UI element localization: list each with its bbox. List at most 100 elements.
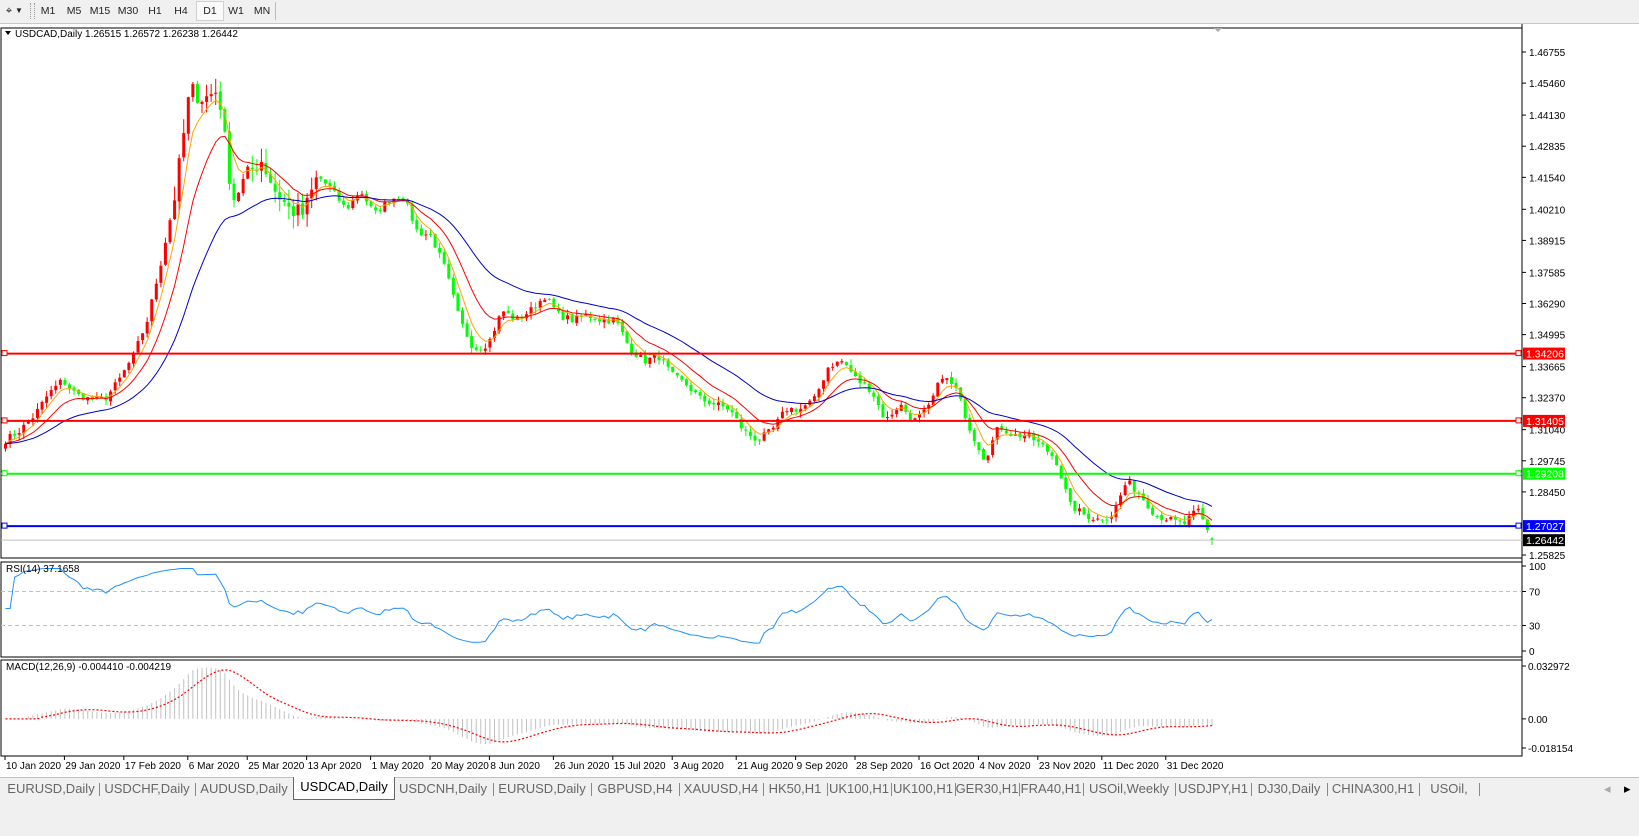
tab-separator — [827, 783, 828, 796]
chart-tab[interactable]: USDCNH,Daily — [398, 781, 488, 796]
line-anchor-handle[interactable] — [1, 417, 8, 424]
timeframe-m30[interactable]: M30 — [117, 5, 139, 17]
price-label-bg — [1523, 467, 1565, 480]
candle — [301, 193, 305, 219]
price-tick-label: 1.41540 — [1529, 173, 1566, 184]
chart-tab[interactable]: CHINA300,H1 — [1331, 781, 1415, 796]
candle-body — [387, 202, 391, 204]
price-label-bg — [1523, 414, 1565, 427]
candle — [881, 400, 885, 418]
candle-body — [1178, 520, 1182, 522]
line-anchor-handle[interactable] — [1515, 350, 1522, 357]
chart-tab[interactable]: FRA40,H1 — [1020, 781, 1082, 796]
candle-body — [13, 433, 17, 436]
timeframe-w1[interactable]: W1 — [228, 5, 244, 17]
candle-body — [502, 311, 506, 317]
chart-tab[interactable]: USDJPY,H1 — [1178, 781, 1248, 796]
candle-body — [652, 354, 656, 358]
candle — [296, 192, 300, 227]
chart-tab[interactable]: HK50,H1 — [768, 781, 822, 796]
scroll-left-icon[interactable]: ◂ — [1604, 779, 1618, 799]
chart-shift-marker[interactable] — [1214, 28, 1222, 32]
rsi-tick-label: 30 — [1529, 622, 1541, 633]
candle — [342, 196, 346, 208]
candle-body — [721, 401, 725, 407]
candle-body — [1087, 513, 1091, 519]
timeframe-h4[interactable]: H4 — [174, 5, 188, 17]
price-tick-label: 1.40210 — [1529, 205, 1566, 216]
timeframe-m15[interactable]: M15 — [89, 5, 111, 17]
candle-body — [1196, 508, 1200, 511]
candle — [1059, 464, 1063, 479]
tab-separator — [99, 783, 100, 796]
candle — [561, 306, 565, 321]
chart-tab[interactable]: USDCAD,Daily — [293, 777, 395, 800]
line-anchor-handle[interactable] — [1515, 470, 1522, 477]
chart-window[interactable]: 1.34206 1.31405 1.29208 1.27027 1.26442 1.467… — [0, 24, 1639, 777]
candle-body — [625, 331, 629, 343]
candle — [684, 377, 688, 387]
chart-tab[interactable]: USDCHF,Daily — [104, 781, 190, 796]
date-tick-label: 28 Sep 2020 — [856, 761, 913, 772]
candle — [863, 377, 867, 385]
candle-body — [671, 366, 675, 372]
candle — [776, 416, 780, 432]
legend-collapse-icon[interactable] — [5, 31, 11, 35]
candle — [826, 367, 830, 386]
chart-tab[interactable]: USOil, — [1430, 781, 1468, 796]
candle — [625, 330, 629, 344]
candle — [346, 201, 350, 210]
candle-body — [927, 404, 931, 409]
date-tick-label: 8 Jun 2020 — [490, 761, 540, 772]
chart-tab[interactable]: EURUSD,Daily — [7, 781, 95, 796]
candle — [474, 344, 478, 352]
price-tick-label: 1.44130 — [1529, 111, 1566, 122]
line-anchor-handle[interactable] — [1515, 417, 1522, 424]
candle-body — [767, 429, 771, 433]
candle-body — [383, 201, 387, 212]
crosshair-cursor-icon[interactable]: ⌖ — [5, 5, 13, 17]
candle-body — [63, 380, 67, 385]
candle-body — [607, 319, 611, 324]
candle-body — [1164, 520, 1168, 522]
candle — [177, 154, 181, 215]
candle — [433, 233, 437, 249]
candle-body — [223, 109, 227, 132]
chart-tab[interactable]: AUDUSD,Daily — [200, 781, 288, 796]
line-anchor-handle[interactable] — [1, 470, 8, 477]
line-anchor-handle[interactable] — [1515, 522, 1522, 529]
line-anchor-handle[interactable] — [1, 350, 8, 357]
candle-body — [506, 310, 510, 314]
candle-body — [822, 380, 826, 389]
chart-tab[interactable]: GBPUSD,H4 — [597, 781, 673, 796]
candle-body — [1128, 480, 1132, 485]
chart-tab[interactable]: DJ30,Daily — [1257, 781, 1321, 796]
chart-tab[interactable]: GER30,H1 — [955, 781, 1019, 796]
timeframe-m1[interactable]: M1 — [40, 5, 56, 17]
chart-tab[interactable]: XAUUSD,H4 — [683, 781, 759, 796]
scroll-right-icon[interactable]: ▸ — [1624, 779, 1638, 799]
candle-body — [1183, 521, 1187, 524]
tab-separator — [1019, 783, 1020, 796]
candle — [1132, 479, 1136, 497]
timeframe-h1[interactable]: H1 — [148, 5, 162, 17]
ma-slow-line — [5, 195, 1213, 507]
candle-body — [109, 391, 113, 402]
chart-tab[interactable]: EURUSD,Daily — [498, 781, 586, 796]
line-anchor-handle[interactable] — [1, 522, 8, 529]
candle — [662, 355, 666, 365]
timeframe-m5[interactable]: M5 — [66, 5, 82, 17]
chevron-down-icon[interactable]: ▼ — [15, 6, 23, 15]
timeframe-mn[interactable]: MN — [253, 5, 271, 17]
candle — [58, 378, 62, 390]
candle-body — [771, 427, 775, 430]
candle — [1055, 453, 1059, 466]
chart-tab[interactable]: UK100,H1 — [893, 781, 953, 796]
candle — [374, 205, 378, 215]
candle — [1196, 504, 1200, 513]
chart-tab[interactable]: USOil,Weekly — [1089, 781, 1169, 796]
candle-body — [168, 220, 172, 243]
chart-tab[interactable]: UK100,H1 — [829, 781, 889, 796]
candle-body — [918, 413, 921, 418]
timeframe-d1[interactable]: D1 — [196, 1, 224, 21]
